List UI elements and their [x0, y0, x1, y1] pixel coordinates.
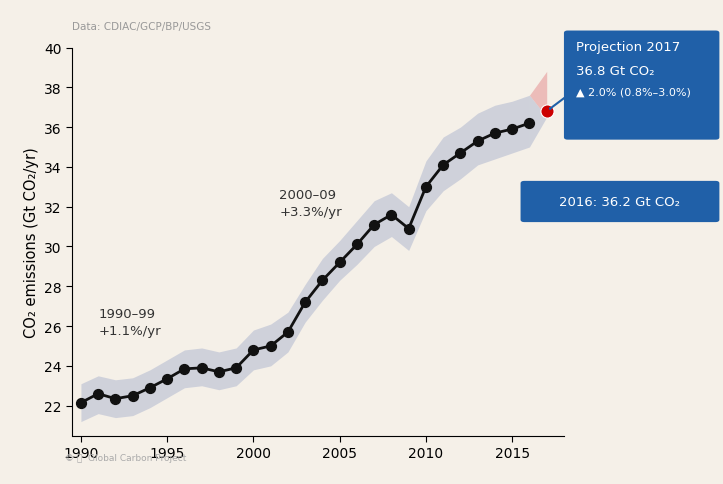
Point — [231, 364, 242, 372]
Text: ▲ 2.0% (0.8%–3.0%): ▲ 2.0% (0.8%–3.0%) — [576, 87, 691, 97]
Point — [489, 130, 501, 137]
Point — [523, 120, 535, 128]
Text: 2016: 36.2 Gt CO₂: 2016: 36.2 Gt CO₂ — [560, 196, 680, 209]
Point — [265, 342, 276, 350]
Point — [351, 241, 363, 249]
Point — [179, 365, 190, 373]
Point — [75, 399, 87, 407]
Text: © ⓘ  Global Carbon Project: © ⓘ Global Carbon Project — [65, 453, 187, 462]
Point — [420, 183, 432, 191]
Point — [93, 390, 104, 398]
Point — [110, 395, 121, 403]
Point — [213, 368, 225, 376]
Point — [385, 212, 397, 219]
Point — [282, 329, 294, 336]
Point — [472, 138, 484, 146]
Text: Data: CDIAC/GCP/BP/USGS: Data: CDIAC/GCP/BP/USGS — [72, 21, 211, 31]
Text: 2000–09
+3.3%/yr: 2000–09 +3.3%/yr — [279, 188, 342, 218]
Point — [127, 392, 139, 400]
Point — [161, 375, 173, 383]
Point — [455, 150, 466, 157]
Text: 1990–99
+1.1%/yr: 1990–99 +1.1%/yr — [98, 307, 161, 337]
Point — [334, 259, 346, 267]
Point — [196, 364, 208, 372]
Point — [506, 126, 518, 134]
Text: Projection 2017: Projection 2017 — [576, 41, 680, 54]
Point — [317, 277, 328, 285]
Point — [369, 221, 380, 229]
Point — [541, 108, 552, 116]
Point — [403, 225, 414, 233]
Point — [437, 162, 449, 169]
Y-axis label: CO₂ emissions (Gt CO₂/yr): CO₂ emissions (Gt CO₂/yr) — [24, 147, 39, 337]
Point — [144, 384, 155, 392]
Point — [248, 347, 260, 354]
Point — [299, 299, 311, 306]
Text: 36.8 Gt CO₂: 36.8 Gt CO₂ — [576, 65, 655, 78]
